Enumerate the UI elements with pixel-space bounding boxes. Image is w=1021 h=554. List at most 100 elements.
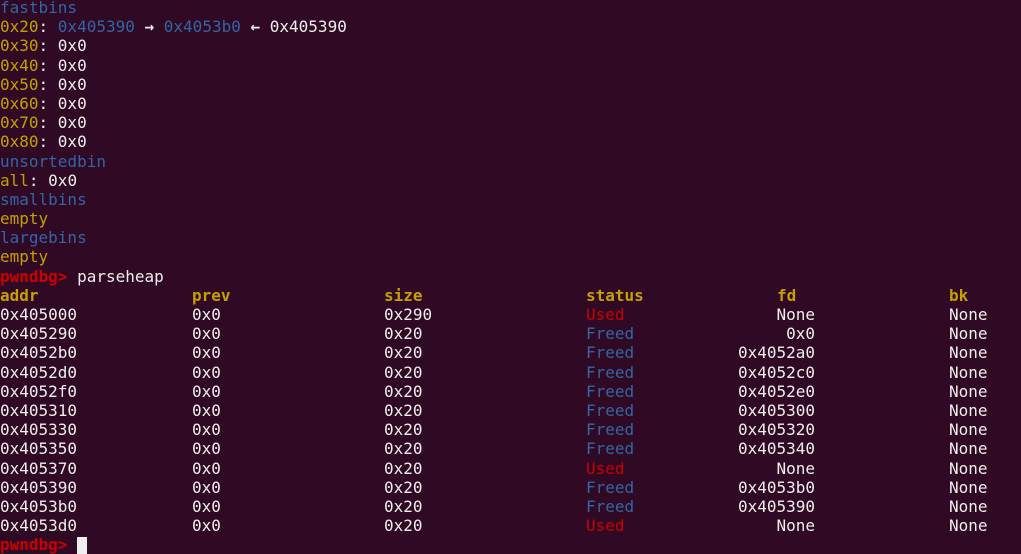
cell-fd: 0x405390 — [737, 496, 815, 516]
arrow-left-icon: ← — [250, 17, 261, 37]
cell-prev: 0x0 — [192, 477, 221, 497]
bin-size: 0x60 — [0, 93, 39, 113]
cell-addr: 0x4052d0 — [0, 362, 78, 382]
cell-fd: 0x0 — [786, 324, 815, 344]
bin-size: 0x20 — [0, 17, 39, 37]
table-row: 0x405000 0x0 0x290 Used None None — [0, 305, 1021, 324]
chunk-address: 0x405390 — [269, 17, 347, 37]
cell-prev: 0x0 — [192, 400, 221, 420]
bin-size: 0x70 — [0, 113, 39, 133]
bin-value: 0x0 — [57, 36, 87, 56]
fastbin-0x40: 0x40: 0x0 — [0, 55, 87, 75]
cell-bk: None — [949, 477, 988, 497]
cell-bk: None — [949, 324, 988, 344]
cell-status: Freed — [586, 496, 635, 516]
cell-bk: None — [949, 381, 988, 401]
cell-status: Freed — [586, 400, 635, 420]
cell-bk: None — [949, 400, 988, 420]
cell-fd: None — [776, 458, 815, 478]
cell-addr: 0x4052f0 — [0, 381, 78, 401]
cell-status: Used — [586, 305, 625, 324]
cell-prev: 0x0 — [192, 496, 221, 516]
cell-addr: 0x405350 — [0, 439, 78, 459]
fastbins-title: fastbins — [0, 0, 78, 17]
cell-fd: 0x405340 — [737, 439, 815, 459]
fastbin-0x60: 0x60: 0x0 — [0, 93, 87, 113]
cell-addr: 0x405310 — [0, 400, 78, 420]
input-line[interactable]: pwndbg> — [0, 535, 1021, 554]
cell-addr: 0x405000 — [0, 305, 78, 324]
table-row: 0x405350 0x0 0x20 Freed 0x405340 None — [0, 439, 1021, 458]
cell-prev: 0x0 — [192, 381, 221, 401]
cell-bk: None — [949, 343, 988, 363]
cell-size: 0x20 — [384, 400, 423, 420]
cell-addr: 0x405390 — [0, 477, 78, 497]
header-status: status — [586, 285, 644, 305]
table-header: addr prev size status fd bk — [0, 286, 1021, 305]
table-row: 0x405310 0x0 0x20 Freed 0x405300 None — [0, 401, 1021, 420]
cell-fd: 0x405300 — [737, 400, 815, 420]
cell-size: 0x20 — [384, 458, 423, 478]
chunk-address: 0x4053b0 — [163, 17, 241, 37]
cell-addr: 0x405370 — [0, 458, 78, 478]
cell-status: Used — [586, 516, 625, 536]
cell-size: 0x20 — [384, 324, 423, 344]
cell-bk: None — [949, 420, 988, 440]
table-row: 0x405390 0x0 0x20 Freed 0x4053b0 None — [0, 478, 1021, 497]
arrow-right-icon: → — [144, 17, 155, 37]
cell-status: Freed — [586, 420, 635, 440]
cell-addr: 0x405290 — [0, 324, 78, 344]
cell-status: Freed — [586, 477, 635, 497]
cell-prev: 0x0 — [192, 362, 221, 382]
cell-addr: 0x4053b0 — [0, 496, 78, 516]
bin-size: 0x50 — [0, 74, 39, 94]
unsortedbin-all: all: 0x0 — [0, 170, 78, 190]
cell-status: Freed — [586, 381, 635, 401]
cell-status: Freed — [586, 439, 635, 459]
cell-bk: None — [949, 305, 988, 324]
table-row: 0x405370 0x0 0x20 Used None None — [0, 459, 1021, 478]
fastbin-chain-0x20: 0x20: 0x405390 → 0x4053b0 ← 0x405390 — [0, 17, 347, 37]
cell-fd: 0x405320 — [737, 420, 815, 440]
cell-size: 0x20 — [384, 516, 423, 536]
cell-fd: 0x4052a0 — [737, 343, 815, 363]
cell-addr: 0x4052b0 — [0, 343, 78, 363]
cell-fd: 0x4052c0 — [737, 362, 815, 382]
command-text: parseheap — [77, 266, 164, 286]
cell-prev: 0x0 — [192, 420, 221, 440]
unsortedbin-title: unsortedbin — [0, 151, 106, 171]
header-fd: fd — [777, 285, 797, 305]
cell-size: 0x20 — [384, 477, 423, 497]
fastbin-0x70: 0x70: 0x0 — [0, 113, 87, 133]
table-row: 0x4053d0 0x0 0x20 Used None None — [0, 516, 1021, 535]
largebins-title: largebins — [0, 228, 87, 248]
cell-addr: 0x405330 — [0, 420, 78, 440]
cell-size: 0x20 — [384, 362, 423, 382]
cell-prev: 0x0 — [192, 439, 221, 459]
cell-prev: 0x0 — [192, 343, 221, 363]
table-row: 0x4053b0 0x0 0x20 Freed 0x405390 None — [0, 497, 1021, 516]
table-row: 0x405290 0x0 0x20 Freed 0x0 None — [0, 324, 1021, 343]
largebins-value: empty — [0, 247, 49, 267]
cell-fd: None — [776, 305, 815, 324]
fastbin-0x80: 0x80: 0x0 — [0, 132, 87, 152]
bin-size: 0x40 — [0, 55, 39, 75]
cell-size: 0x20 — [384, 343, 423, 363]
table-row: 0x4052d0 0x0 0x20 Freed 0x4052c0 None — [0, 363, 1021, 382]
cell-bk: None — [949, 458, 988, 478]
cell-prev: 0x0 — [192, 458, 221, 478]
cell-fd: 0x4053b0 — [737, 477, 815, 497]
table-row: 0x4052b0 0x0 0x20 Freed 0x4052a0 None — [0, 343, 1021, 362]
smallbins-title: smallbins — [0, 189, 87, 209]
cell-status: Freed — [586, 343, 635, 363]
cell-bk: None — [949, 516, 988, 536]
cell-prev: 0x0 — [192, 516, 221, 536]
cell-status: Freed — [586, 362, 635, 382]
command-line: pwndbg> parseheap — [0, 267, 1021, 286]
cell-size: 0x20 — [384, 420, 423, 440]
header-prev: prev — [192, 285, 231, 305]
header-addr: addr — [0, 285, 39, 305]
fastbin-0x50: 0x50: 0x0 — [0, 74, 87, 94]
cell-prev: 0x0 — [192, 305, 221, 324]
